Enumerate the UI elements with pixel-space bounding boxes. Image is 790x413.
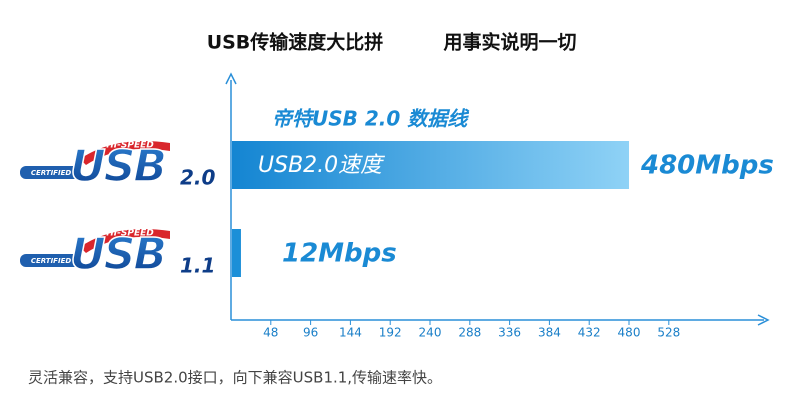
bar-label: USB2.0速度 <box>258 153 385 178</box>
logo-swoosh <box>80 229 170 253</box>
value-label: 480Mbps <box>640 151 774 181</box>
footnote: 灵活兼容，支持USB2.0接口，向下兼容USB1.1,传输速率快。 <box>28 369 442 387</box>
x-tick-label: 336 <box>498 326 521 340</box>
logo-badge-bg <box>20 166 82 179</box>
logo-ribbon: HI-SPEED <box>106 141 154 151</box>
x-tick-label: 192 <box>379 326 402 340</box>
x-tick-label: 480 <box>618 326 641 340</box>
annotation: 帝特USB 2.0 数据线 <box>272 107 470 131</box>
logo-badge: CERTIFIED <box>31 257 72 265</box>
x-tick-label: 48 <box>263 326 278 340</box>
category-label: 2.0 <box>180 166 216 190</box>
x-tick-label: 240 <box>419 326 442 340</box>
x-tick-label: 96 <box>303 326 318 340</box>
chart-subtitle: 用事实说明一切 <box>443 31 576 54</box>
x-tick-label: 144 <box>339 326 362 340</box>
bar <box>232 229 241 277</box>
bar <box>232 141 630 189</box>
x-tick-label: 432 <box>578 326 601 340</box>
logo-mark: USB <box>70 141 165 192</box>
x-axis-arrow <box>757 314 770 326</box>
x-tick-label: 384 <box>538 326 561 340</box>
logo-badge-bg <box>20 254 82 267</box>
x-tick-label: 528 <box>657 326 680 340</box>
logo-badge: CERTIFIED <box>31 169 72 177</box>
category-label: 1.1 <box>180 254 215 278</box>
logo-ribbon: HI-SPEED <box>106 229 154 239</box>
y-axis-arrow <box>225 72 237 85</box>
logo-swoosh <box>80 141 170 165</box>
logo-mark: USB <box>70 229 165 280</box>
x-tick-label: 288 <box>458 326 481 340</box>
chart-title: USB传输速度大比拼 <box>207 31 384 54</box>
value-label: 12Mbps <box>282 239 397 269</box>
